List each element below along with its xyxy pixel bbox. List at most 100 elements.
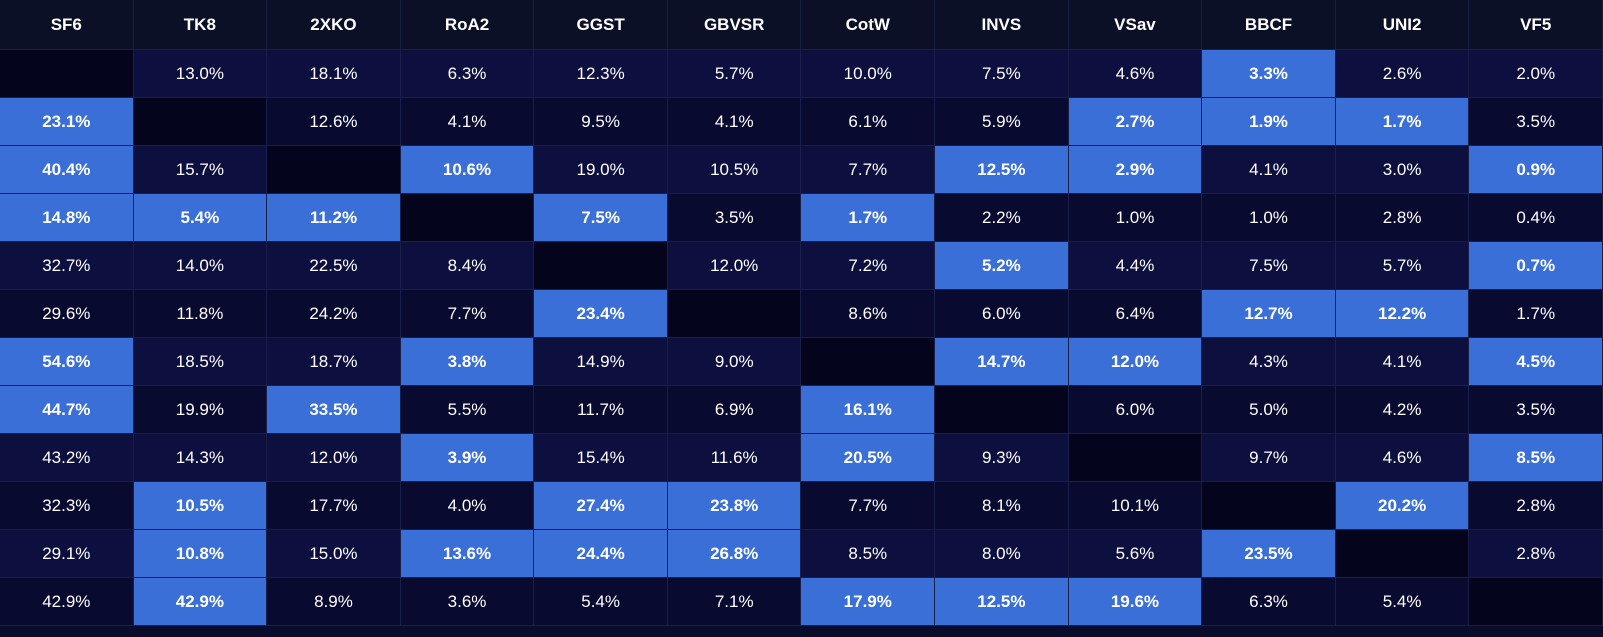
highlighted-cell: 11.2% [267, 194, 401, 242]
cell: 1.0% [1068, 194, 1203, 242]
highlighted-cell: 0.9% [1469, 146, 1603, 194]
cell: 4.1% [400, 98, 535, 146]
cell: 8.1% [935, 482, 1069, 530]
column-header: CotW [801, 0, 936, 50]
cell: 9.0% [667, 338, 802, 386]
cell: 13.0% [133, 50, 268, 98]
cell: 2.6% [1335, 50, 1470, 98]
cell: 9.3% [935, 434, 1069, 482]
highlighted-cell: 10.8% [133, 530, 268, 578]
cell: 15.7% [133, 146, 268, 194]
empty-cell [801, 338, 936, 386]
highlighted-cell: 23.5% [1202, 530, 1336, 578]
highlighted-cell: 27.4% [534, 482, 668, 530]
cell: 12.3% [534, 50, 668, 98]
highlighted-cell: 2.7% [1068, 98, 1203, 146]
cell: 5.7% [1335, 242, 1470, 290]
empty-cell [267, 146, 401, 194]
cell: 15.4% [534, 434, 668, 482]
cell: 29.6% [0, 290, 134, 338]
column-header: SF6 [0, 0, 134, 50]
empty-cell [667, 290, 802, 338]
highlighted-cell: 12.2% [1335, 290, 1470, 338]
cell: 4.6% [1068, 50, 1203, 98]
cell: 3.5% [1469, 98, 1603, 146]
cell: 5.5% [400, 386, 535, 434]
highlighted-cell: 1.7% [1335, 98, 1470, 146]
cell: 6.3% [1202, 578, 1336, 626]
cell: 32.7% [0, 242, 134, 290]
cell: 2.2% [935, 194, 1069, 242]
cell: 3.5% [1469, 386, 1603, 434]
cell: 2.8% [1335, 194, 1470, 242]
column-header: 2XKO [267, 0, 401, 50]
highlighted-cell: 12.5% [935, 146, 1069, 194]
cell: 32.3% [0, 482, 134, 530]
cell: 24.2% [267, 290, 401, 338]
cell: 5.6% [1068, 530, 1203, 578]
highlighted-cell: 0.7% [1469, 242, 1603, 290]
highlighted-cell: 23.8% [667, 482, 802, 530]
highlighted-cell: 10.5% [133, 482, 268, 530]
highlighted-cell: 5.4% [133, 194, 268, 242]
cell: 18.5% [133, 338, 268, 386]
cell: 9.5% [534, 98, 668, 146]
empty-cell [1068, 434, 1203, 482]
cell: 7.5% [1202, 242, 1336, 290]
empty-cell [534, 242, 668, 290]
cell: 8.5% [801, 530, 936, 578]
cell: 7.7% [801, 146, 936, 194]
cell: 7.7% [400, 290, 535, 338]
cell: 11.6% [667, 434, 802, 482]
cell: 7.7% [801, 482, 936, 530]
empty-cell [1202, 482, 1336, 530]
highlighted-cell: 12.7% [1202, 290, 1336, 338]
cell: 18.7% [267, 338, 401, 386]
highlighted-cell: 12.0% [1068, 338, 1203, 386]
cell: 4.3% [1202, 338, 1336, 386]
column-header: INVS [935, 0, 1069, 50]
cell: 12.6% [267, 98, 401, 146]
cell: 2.8% [1469, 530, 1603, 578]
column-header: VF5 [1469, 0, 1603, 50]
cell: 15.0% [267, 530, 401, 578]
cell: 5.0% [1202, 386, 1336, 434]
cell: 10.5% [667, 146, 802, 194]
column-header: BBCF [1202, 0, 1336, 50]
cell: 2.0% [1469, 50, 1603, 98]
cell: 3.0% [1335, 146, 1470, 194]
cell: 2.8% [1469, 482, 1603, 530]
cell: 6.9% [667, 386, 802, 434]
highlighted-cell: 17.9% [801, 578, 936, 626]
cell: 11.8% [133, 290, 268, 338]
cell: 5.4% [1335, 578, 1470, 626]
cell: 4.1% [1335, 338, 1470, 386]
cell: 9.7% [1202, 434, 1336, 482]
highlighted-cell: 26.8% [667, 530, 802, 578]
highlighted-cell: 42.9% [133, 578, 268, 626]
cell: 0.4% [1469, 194, 1603, 242]
cell: 6.0% [1068, 386, 1203, 434]
highlighted-cell: 1.7% [801, 194, 936, 242]
highlighted-cell: 24.4% [534, 530, 668, 578]
cell: 6.3% [400, 50, 535, 98]
highlighted-cell: 54.6% [0, 338, 134, 386]
empty-cell [133, 98, 268, 146]
cell: 29.1% [0, 530, 134, 578]
highlighted-cell: 12.5% [935, 578, 1069, 626]
cell: 12.0% [667, 242, 802, 290]
highlighted-cell: 8.5% [1469, 434, 1603, 482]
empty-cell [1335, 530, 1470, 578]
highlighted-cell: 7.5% [534, 194, 668, 242]
highlighted-cell: 19.6% [1068, 578, 1203, 626]
cell: 7.1% [667, 578, 802, 626]
cell: 6.0% [935, 290, 1069, 338]
highlighted-cell: 23.4% [534, 290, 668, 338]
cell: 8.9% [267, 578, 401, 626]
highlighted-cell: 13.6% [400, 530, 535, 578]
cell: 8.4% [400, 242, 535, 290]
cell: 22.5% [267, 242, 401, 290]
highlighted-cell: 2.9% [1068, 146, 1203, 194]
empty-cell [935, 386, 1069, 434]
